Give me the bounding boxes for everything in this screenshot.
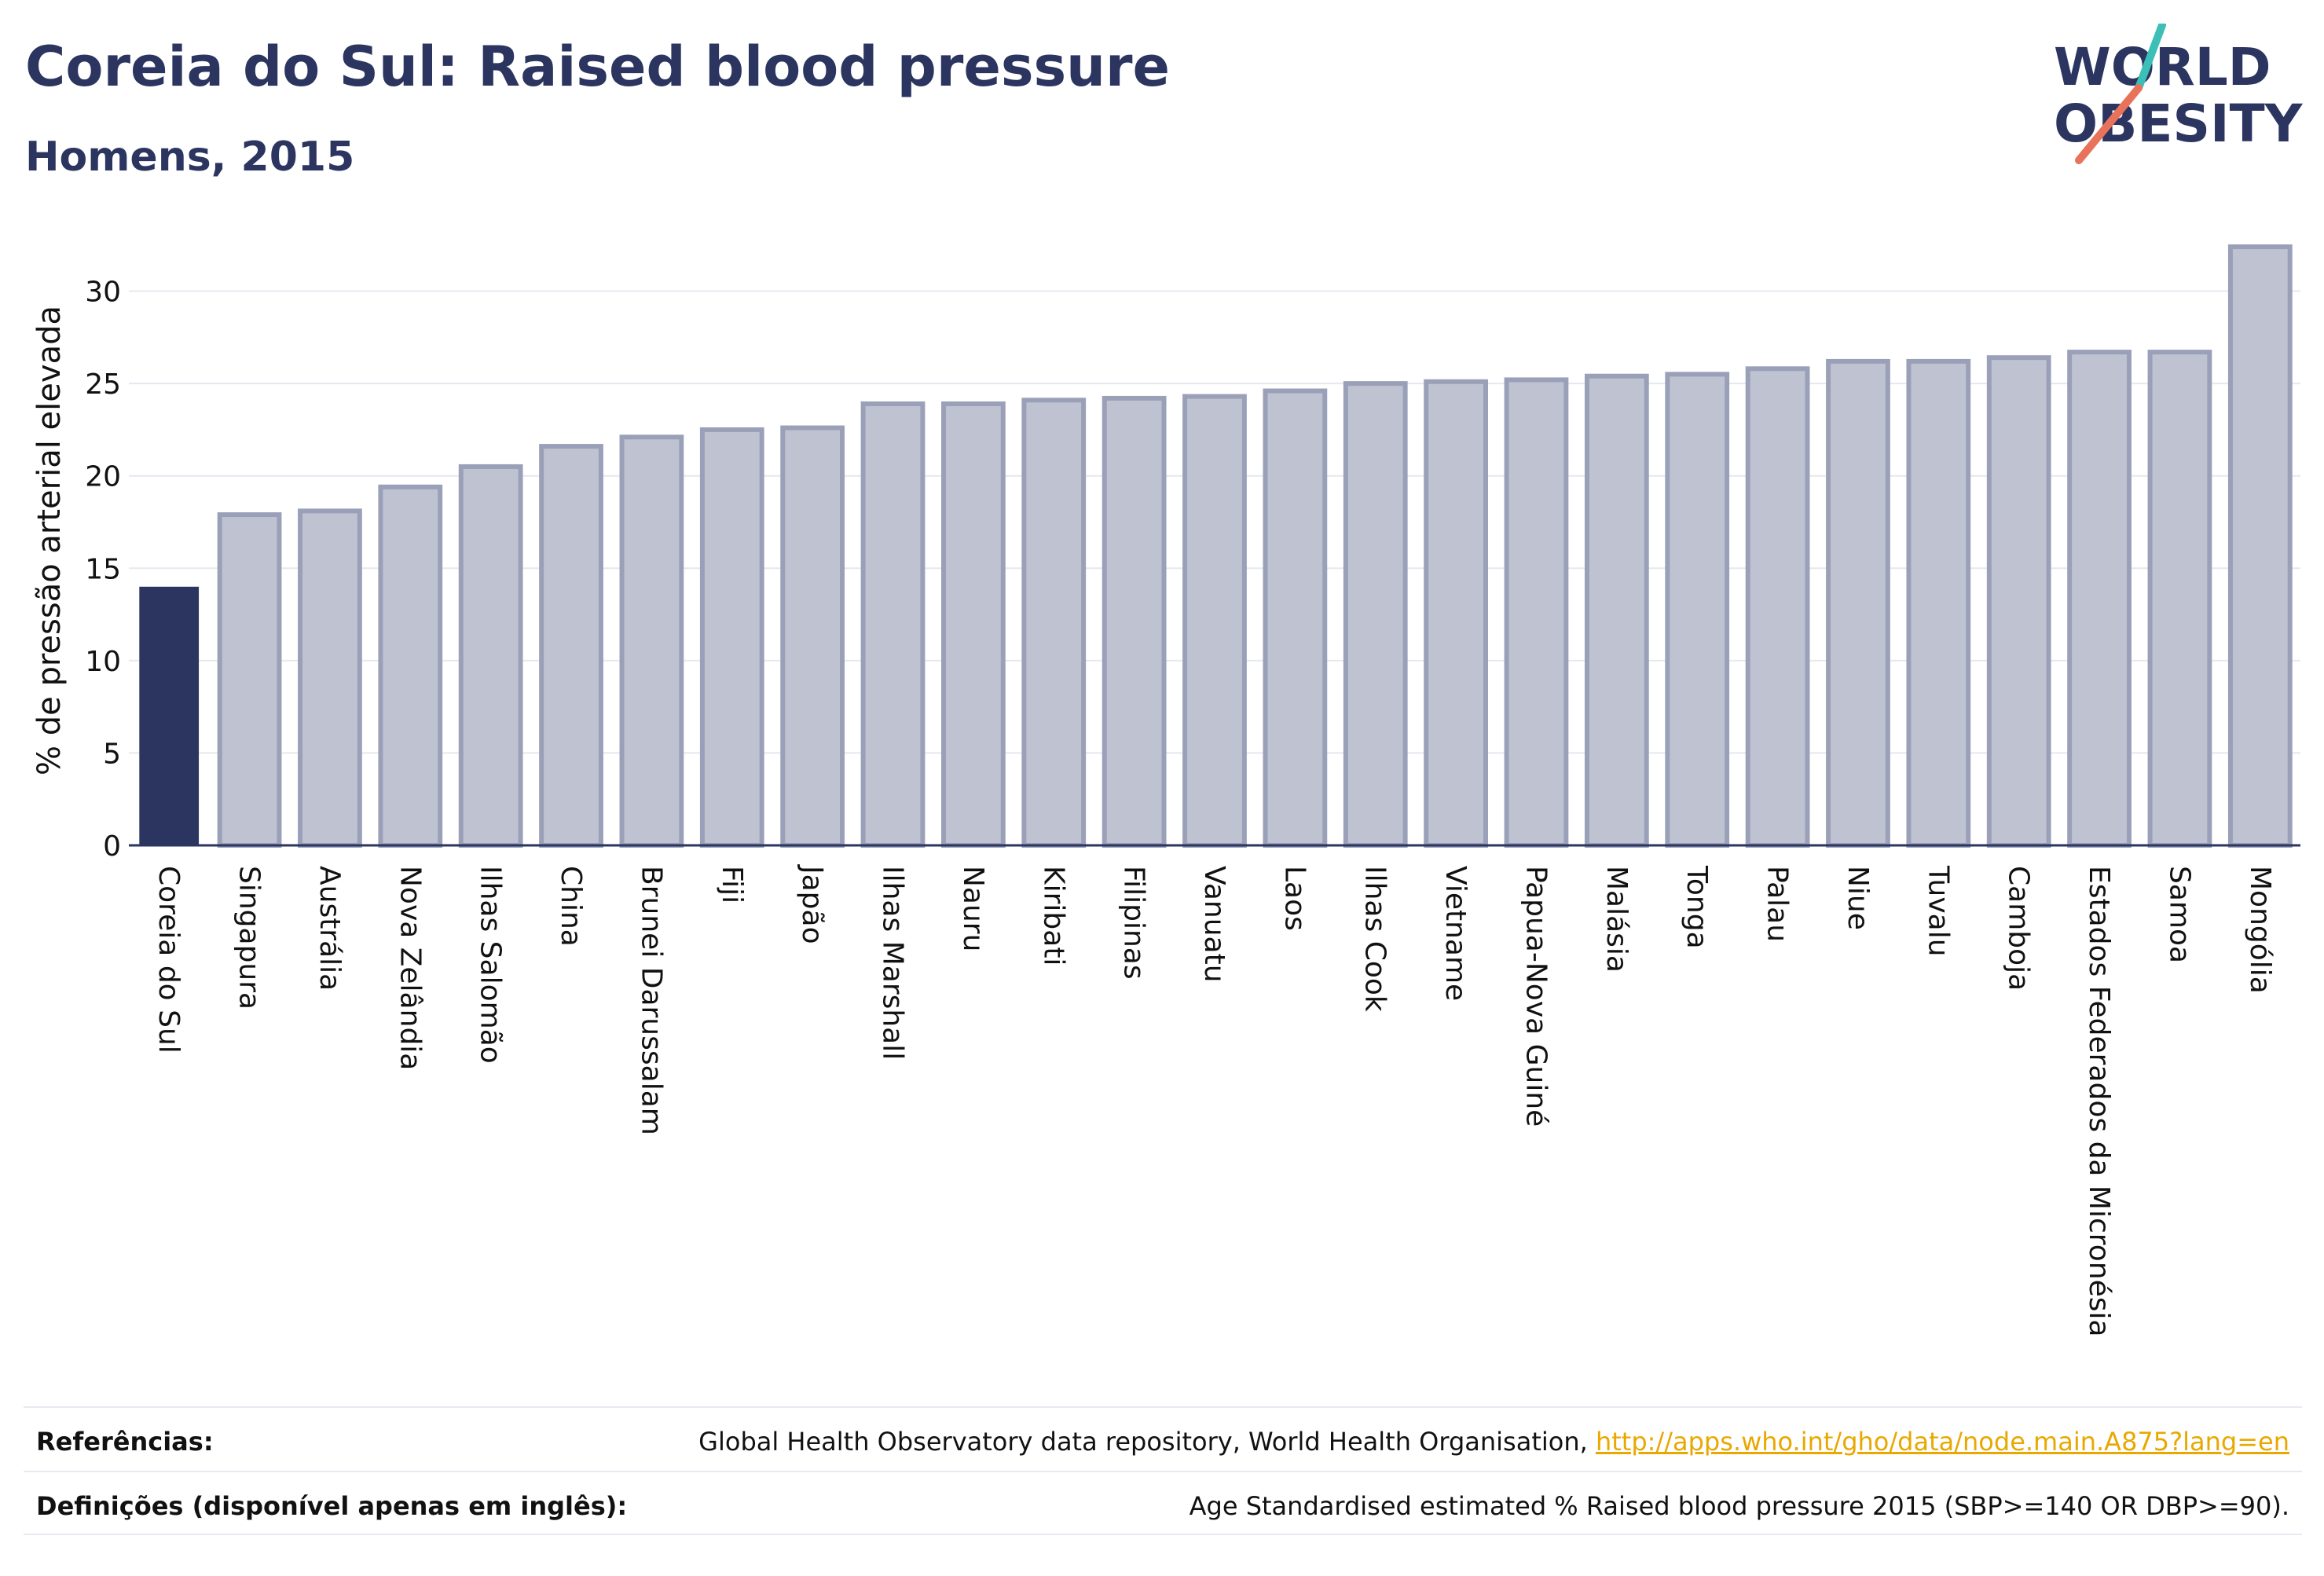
chart-title: Coreia do Sul: Raised blood pressure xyxy=(25,35,1171,99)
definitions-text: Age Standardised estimated % Raised bloo… xyxy=(1189,1491,2289,1521)
x-tick-label: Nauru xyxy=(957,866,989,951)
references-text: Global Health Observatory data repositor… xyxy=(698,1427,1588,1457)
x-tick-label: Ilhas Cook xyxy=(1359,866,1391,1012)
y-tick-label: 10 xyxy=(85,646,121,678)
x-tick-label: Ilhas Salomão xyxy=(475,866,507,1064)
x-tick-label: Mongólia xyxy=(2244,866,2276,994)
x-tick-labels: Coreia do Sul Singapura Austrália Nova Zelâ… xyxy=(152,864,2276,1337)
x-tick-label: Austrália xyxy=(313,866,346,991)
chart-subtitle: Homens, 2015 xyxy=(25,134,355,181)
logo-slash-coral xyxy=(2075,84,2143,164)
y-tick-labels: 0 5 10 15 20 25 30 xyxy=(85,277,121,863)
x-tick-label: Palau xyxy=(1761,866,1794,942)
x-tick-label: Niue xyxy=(1842,866,1874,930)
y-tick-label: 0 xyxy=(103,830,121,863)
y-tick-label: 20 xyxy=(85,461,121,493)
bar xyxy=(1584,373,1649,848)
y-tick-label: 30 xyxy=(85,277,121,309)
y-axis-label: % de pressão arterial elevada xyxy=(31,306,68,775)
x-tick-label: Nova Zelândia xyxy=(394,866,426,1070)
x-tick-label: Vanuatu xyxy=(1198,866,1230,983)
x-tick-label: Fiji xyxy=(716,866,748,903)
bar xyxy=(139,586,200,845)
bar xyxy=(1745,366,1810,848)
x-tick-label: Brunei Darussalam xyxy=(635,866,667,1135)
bar xyxy=(1021,398,1087,848)
bar xyxy=(2067,350,2132,848)
bar xyxy=(1424,379,1488,848)
x-tick-label: Japão xyxy=(796,864,828,944)
bar xyxy=(860,401,926,848)
y-tick-label: 5 xyxy=(103,738,121,770)
x-tick-label: Vietname xyxy=(1439,866,1472,1001)
definitions-row: Definições (disponível apenas em inglês)… xyxy=(24,1471,2302,1535)
bar xyxy=(699,427,764,848)
x-tick-label: Kiribati xyxy=(1037,866,1069,966)
x-tick-label: Tonga xyxy=(1681,865,1713,949)
bar xyxy=(941,401,1006,848)
bar xyxy=(1263,388,1328,848)
bar xyxy=(1182,394,1247,848)
y-tick-label: 15 xyxy=(85,553,121,585)
y-tick-label: 25 xyxy=(85,368,121,401)
bar xyxy=(298,508,362,848)
bar xyxy=(1343,381,1408,848)
bar xyxy=(1986,355,2051,848)
x-tick-label: Samoa xyxy=(2163,866,2195,963)
bar xyxy=(1102,395,1167,848)
bar xyxy=(378,484,443,848)
bar xyxy=(458,464,523,848)
bar xyxy=(2227,244,2293,848)
footer-bottom-rule xyxy=(24,1534,2302,1535)
x-tick-label: Malásia xyxy=(1600,866,1633,973)
logo-slash-teal xyxy=(2135,24,2166,92)
bar xyxy=(217,512,282,848)
logo-line-1: WORLD xyxy=(2054,37,2271,97)
bar xyxy=(2147,350,2212,848)
x-tick-label: Laos xyxy=(1278,866,1310,931)
bar xyxy=(1504,377,1569,848)
x-tick-label: Singapura xyxy=(233,866,266,1010)
x-tick-label: Coreia do Sul xyxy=(152,866,185,1054)
world-obesity-logo: WORLD OBESITY xyxy=(2054,24,2304,164)
x-tick-label: Filipinas xyxy=(1118,866,1150,980)
x-tick-label: Ilhas Marshall xyxy=(877,866,909,1060)
bar xyxy=(1906,358,1971,848)
bar xyxy=(539,444,603,848)
bar-layer xyxy=(139,244,2293,848)
x-tick-label: Camboja xyxy=(2003,866,2035,991)
bar-chart: 0 5 10 15 20 25 30 Coreia do Sul Singapura Austr… xyxy=(31,244,2300,1337)
x-tick-label: Papua-Nova Guiné xyxy=(1519,866,1552,1127)
bar xyxy=(780,425,845,848)
references-link[interactable]: http://apps.who.int/gho/data/node.main.A… xyxy=(1595,1427,2289,1457)
bar xyxy=(619,434,684,848)
definitions-label: Definições (disponível apenas em inglês)… xyxy=(36,1491,628,1521)
bar xyxy=(1665,372,1730,848)
x-tick-label: Estados Federados da Micronésia xyxy=(2083,866,2115,1337)
x-tick-label: Tuvalu xyxy=(1922,865,1954,957)
references-row: Referências: Global Health Observatory d… xyxy=(24,1406,2302,1471)
bar xyxy=(1826,358,1890,848)
references-value: Global Health Observatory data repositor… xyxy=(698,1427,2289,1457)
x-tick-label: China xyxy=(555,866,587,947)
references-label: Referências: xyxy=(36,1427,214,1457)
